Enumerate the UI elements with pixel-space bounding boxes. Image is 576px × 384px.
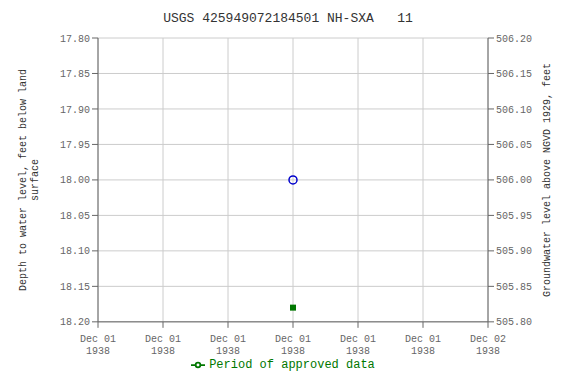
svg-text:17.80: 17.80 (60, 34, 90, 45)
svg-text:Dec 011938: Dec 011938 (145, 334, 181, 357)
svg-text:Dec 011938: Dec 011938 (210, 334, 246, 357)
svg-text:506.05: 506.05 (496, 140, 532, 151)
svg-text:Depth to water level, feet bel: Depth to water level, feet below landsur… (18, 69, 41, 291)
svg-text:17.90: 17.90 (60, 105, 90, 116)
svg-text:18.15: 18.15 (60, 282, 90, 293)
svg-text:506.15: 506.15 (496, 69, 532, 80)
svg-text:18.00: 18.00 (60, 175, 90, 186)
html-text:Period of approved data: Period of approved data (209, 358, 375, 372)
svg-text:505.90: 505.90 (496, 246, 532, 257)
svg-text:17.95: 17.95 (60, 140, 90, 151)
html-text:USGS 425949072184501 NH-SXA 11: USGS 425949072184501 NH-SXA 11 (163, 11, 413, 26)
svg-text:Groundwater level above NGVD 1: Groundwater level above NGVD 1929, feet (542, 63, 553, 297)
svg-text:505.85: 505.85 (496, 282, 532, 293)
svg-text:Dec 011938: Dec 011938 (405, 334, 441, 357)
svg-text:18.05: 18.05 (60, 211, 90, 222)
svg-text:Dec 011938: Dec 011938 (275, 334, 311, 357)
svg-text:17.85: 17.85 (60, 69, 90, 80)
svg-text:Dec 011938: Dec 011938 (340, 334, 376, 357)
svg-text:506.10: 506.10 (496, 105, 532, 116)
svg-text:18.20: 18.20 (60, 317, 90, 328)
svg-text:505.80: 505.80 (496, 317, 532, 328)
svg-text:18.10: 18.10 (60, 246, 90, 257)
svg-text:505.95: 505.95 (496, 211, 532, 222)
svg-text:506.20: 506.20 (496, 34, 532, 45)
svg-text:Dec 011938: Dec 011938 (80, 334, 116, 357)
svg-text:Dec 021938: Dec 021938 (470, 334, 506, 357)
svg-text:506.00: 506.00 (496, 175, 532, 186)
